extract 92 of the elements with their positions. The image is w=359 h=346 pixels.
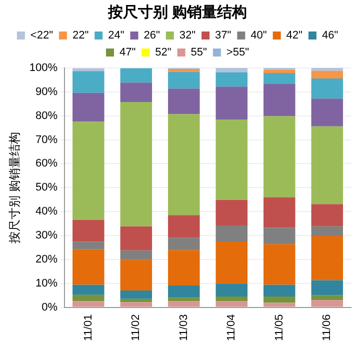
bar — [120, 250, 152, 260]
bar — [72, 68, 104, 72]
bar — [311, 70, 344, 79]
bar — [264, 244, 296, 285]
bar — [120, 68, 152, 83]
bar — [168, 238, 200, 250]
x-tick-label: 11/06 — [321, 314, 334, 342]
bar — [311, 295, 344, 300]
y-tick-label: 30% — [36, 230, 58, 242]
bar — [216, 119, 248, 200]
bar — [216, 296, 248, 302]
bar — [216, 72, 248, 87]
x-tick-label: 11/05 — [273, 314, 286, 342]
bar — [120, 302, 152, 307]
bar — [168, 72, 200, 89]
legend-label: 47" — [120, 46, 136, 59]
legend-label: 37" — [215, 30, 232, 42]
legend-label: 42" — [286, 30, 303, 42]
bar — [216, 86, 248, 120]
bar — [216, 301, 248, 307]
legend-label: 22" — [72, 30, 89, 42]
bar — [168, 298, 200, 302]
x-tick-label: 11/01 — [82, 314, 94, 342]
chart-title: 按尺寸别 购销量结构 — [106, 4, 248, 22]
bar — [72, 71, 104, 93]
bar — [120, 226, 152, 250]
x-tick-label: 11/03 — [178, 314, 190, 342]
y-tick-label: 20% — [36, 253, 58, 266]
bar — [168, 250, 200, 286]
bar — [264, 197, 296, 228]
bar — [311, 98, 344, 126]
legend-label: 55" — [190, 46, 208, 59]
bar — [168, 88, 200, 114]
y-tick-label: 40% — [36, 206, 58, 218]
y-axis-title: 按尺寸别 购销量结构 — [8, 132, 22, 244]
y-tick-label: 10% — [36, 277, 58, 290]
bar — [72, 301, 104, 307]
y-tick-label: 70% — [36, 134, 58, 146]
bar — [72, 122, 104, 220]
bar — [216, 200, 248, 226]
legend-label: 32" — [179, 30, 196, 42]
bar — [311, 126, 344, 204]
bar — [264, 228, 296, 244]
bar — [120, 290, 152, 299]
legend-label: 52" — [155, 46, 172, 59]
legend-label: >55" — [226, 46, 250, 59]
legend-label: 40" — [250, 30, 267, 42]
bar — [72, 220, 104, 242]
bar — [168, 301, 200, 307]
bar — [311, 300, 344, 307]
bar — [311, 236, 344, 280]
y-tick-label: 50% — [36, 182, 58, 194]
bar — [311, 226, 344, 236]
bar — [264, 70, 296, 74]
legend-label: <22" — [30, 30, 54, 42]
legend-label: 46" — [322, 30, 338, 42]
bar — [264, 296, 296, 303]
x-tick-label: 11/04 — [226, 314, 238, 342]
bar — [168, 215, 200, 238]
y-tick-label: 100% — [29, 62, 58, 74]
bar — [72, 242, 104, 250]
bar — [216, 68, 248, 72]
bar — [311, 68, 344, 71]
bar — [311, 280, 344, 296]
bar — [72, 294, 104, 302]
bar — [264, 284, 296, 297]
bar — [120, 82, 152, 102]
y-tick-label: 90% — [36, 86, 58, 98]
bar — [216, 241, 248, 284]
bar — [168, 114, 200, 216]
bar — [311, 204, 344, 226]
legend-label: 24" — [108, 30, 124, 42]
bar — [264, 84, 296, 116]
bar — [120, 260, 152, 291]
legend-label: 26" — [144, 30, 160, 42]
bar — [120, 102, 152, 226]
bar — [216, 225, 248, 242]
bar — [120, 298, 152, 302]
x-tick-label: 11/02 — [130, 314, 142, 342]
bar — [168, 68, 200, 72]
bar — [72, 92, 104, 122]
y-tick-label: 60% — [36, 158, 58, 170]
bar — [168, 286, 200, 298]
y-tick-label: 0% — [42, 301, 58, 314]
bar — [72, 284, 104, 295]
bar — [264, 302, 296, 307]
bar — [264, 116, 296, 198]
y-tick-label: 80% — [36, 110, 58, 122]
bar — [72, 249, 104, 285]
bar — [216, 284, 248, 297]
bar — [264, 73, 296, 84]
bar — [311, 78, 344, 99]
